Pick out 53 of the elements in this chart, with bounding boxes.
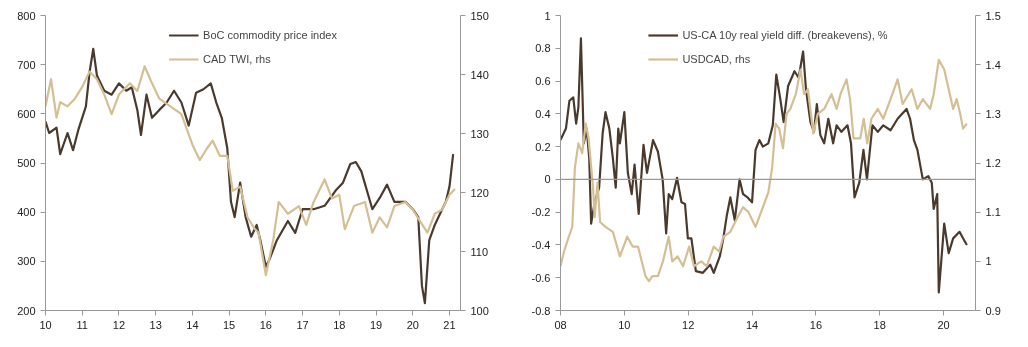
y2-tick-label: 110: [470, 245, 489, 258]
y2-tick-label: 1.2: [985, 157, 1001, 169]
x-tick-label: 21: [443, 318, 456, 331]
x-tick-label: 18: [333, 318, 346, 331]
y2-tick-label: 140: [470, 68, 489, 81]
x-tick-label: 14: [745, 318, 759, 331]
y2-tick-label: 1.4: [985, 58, 1001, 71]
y-tick-label: -0.6: [531, 271, 551, 284]
x-tick-label: 18: [873, 318, 886, 331]
x-tick-label: 20: [937, 318, 950, 331]
x-tick-label: 19: [369, 318, 383, 331]
x-tick-label: 10: [39, 318, 52, 331]
y-tick-label: 0.8: [535, 42, 551, 55]
y2-tick-label: 120: [470, 186, 489, 199]
y-tick-label: -0.2: [531, 206, 551, 219]
y2-tick-label: 1.1: [985, 206, 1001, 219]
y-tick-label: 0: [544, 173, 551, 186]
y-tick-label: 500: [17, 157, 36, 169]
x-tick-label: 13: [149, 318, 162, 331]
y-tick-label: 0.2: [535, 140, 551, 153]
x-tick-label: 20: [406, 318, 419, 331]
y2-tick-label: 0.9: [985, 304, 1001, 317]
y-tick-label: -0.4: [531, 238, 551, 251]
x-tick-label: 15: [223, 318, 236, 331]
y-tick-label: 0.6: [535, 75, 551, 88]
y2-tick-label: 1.3: [985, 107, 1001, 120]
x-tick-label: 08: [554, 318, 567, 331]
x-tick-label: 12: [112, 318, 126, 331]
y-tick-label: 200: [17, 304, 36, 317]
x-tick-label: 11: [76, 318, 88, 331]
legend-label: US-CA 10y real yield diff. (breakevens), %: [682, 29, 888, 41]
y2-tick-label: 130: [470, 127, 489, 140]
y2-tick-label: 1.5: [985, 9, 1001, 22]
y-tick-label: 400: [17, 206, 36, 219]
legend-label: CAD TWI, rhs: [203, 53, 271, 65]
y-tick-label: 1: [544, 9, 551, 22]
x-tick-label: 16: [259, 318, 272, 331]
y2-tick-label: 150: [470, 9, 489, 22]
x-tick-label: 14: [186, 318, 199, 331]
y-tick-label: 700: [17, 58, 36, 71]
y-tick-label: 600: [17, 107, 36, 120]
x-tick-label: 10: [618, 318, 631, 331]
y2-tick-label: 1: [985, 255, 992, 268]
y-tick-label: 800: [17, 9, 36, 22]
x-tick-label: 12: [682, 318, 695, 331]
y2-tick-label: 100: [470, 304, 489, 317]
y-tick-label: 300: [17, 255, 36, 268]
legend-label: USDCAD, rhs: [682, 53, 751, 65]
y-tick-label: -0.8: [531, 304, 551, 317]
x-tick-label: 16: [809, 318, 823, 331]
legend-label: BoC commodity price index: [203, 29, 337, 41]
x-tick-label: 17: [296, 318, 309, 331]
y-tick-label: 0.4: [535, 107, 551, 120]
